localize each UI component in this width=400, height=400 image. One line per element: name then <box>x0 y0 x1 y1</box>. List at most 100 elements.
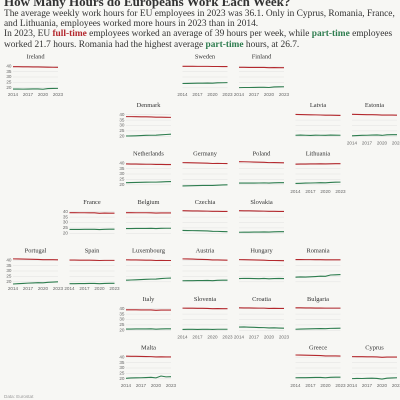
panel-title: Estonia <box>365 102 384 109</box>
x-tick-label: 2020 <box>377 383 388 388</box>
y-tick-label: 40 <box>119 112 125 117</box>
full-time-line <box>351 356 397 358</box>
y-tick-label: 25 <box>6 80 12 85</box>
y-tick-label: 30 <box>119 317 125 322</box>
part-time-line <box>182 82 228 85</box>
y-tick-label: 25 <box>119 128 125 133</box>
subtitle: In 2023, EU full-time employees worked a… <box>4 29 398 49</box>
x-tick-label: 2023 <box>222 335 233 340</box>
panel-title: Poland <box>253 150 272 157</box>
x-tick-label: 2023 <box>392 383 400 388</box>
x-tick-label: 2023 <box>53 286 64 291</box>
x-tick-label: 2020 <box>207 92 218 97</box>
subtitle-text: employees worked an average of 39 hours … <box>86 29 312 40</box>
part-time-line <box>351 134 397 137</box>
subtitle: The average weekly work hours for EU emp… <box>4 9 395 30</box>
part-time-line <box>12 281 59 285</box>
full-time-line <box>238 161 285 164</box>
panel-title: Denmark <box>137 102 162 109</box>
x-tick-label: 2017 <box>23 286 34 291</box>
part-time-line <box>125 277 172 281</box>
y-tick-label: 20 <box>119 182 125 187</box>
x-tick-label: 2023 <box>335 189 346 194</box>
x-tick-label: 2014 <box>177 92 188 97</box>
x-tick-label: 2023 <box>392 141 400 146</box>
y-tick-label: 35 <box>119 117 125 122</box>
full-time-line <box>12 258 59 261</box>
panel-title: Slovakia <box>250 199 273 206</box>
x-tick-label: 2023 <box>279 92 290 97</box>
y-tick-label: 40 <box>119 354 125 359</box>
x-tick-label: 2020 <box>320 189 331 194</box>
full-time-line <box>238 210 284 212</box>
x-tick-label: 2014 <box>64 286 75 291</box>
part-time-line <box>295 327 341 330</box>
full-time-line <box>13 66 59 68</box>
panel-title: Czechia <box>195 199 216 206</box>
panel-title: Belgium <box>137 199 159 206</box>
full-time-line <box>125 355 171 358</box>
full-time-line <box>182 307 228 310</box>
part-time-line <box>182 184 228 187</box>
header: How Many Hours do Europeans Work Each We… <box>4 0 398 50</box>
y-tick-label: 35 <box>6 263 12 268</box>
x-tick-label: 2023 <box>222 92 233 97</box>
x-tick-label: 2017 <box>305 383 316 388</box>
y-tick-label: 25 <box>6 274 12 279</box>
panel-title: Romania <box>306 247 329 254</box>
panel-title: Sweden <box>195 53 216 60</box>
part-time-line <box>125 181 172 184</box>
full-time-line <box>182 162 228 165</box>
x-tick-label: 2014 <box>234 335 245 340</box>
x-tick-label: 2020 <box>377 141 388 146</box>
x-tick-label: 2023 <box>166 383 177 388</box>
highlight: part-time <box>205 39 244 50</box>
y-tick-label: 40 <box>6 257 12 262</box>
y-tick-label: 30 <box>119 171 125 176</box>
x-tick-label: 2017 <box>305 189 316 194</box>
y-tick-label: 25 <box>119 177 125 182</box>
x-tick-label: 2023 <box>279 335 290 340</box>
source: Data: Eurostat <box>4 394 34 399</box>
full-time-line <box>182 210 228 212</box>
y-tick-label: 20 <box>119 376 125 381</box>
y-tick-label: 25 <box>119 371 125 376</box>
x-tick-label: 2023 <box>109 286 120 291</box>
full-time-line <box>351 113 398 116</box>
panel-title: Austria <box>196 247 215 254</box>
y-tick-label: 35 <box>63 214 69 219</box>
chart-title: How Many Hours do Europeans Work Each We… <box>4 0 291 9</box>
y-tick-label: 40 <box>6 63 12 68</box>
y-tick-label: 20 <box>63 231 69 236</box>
panel-title: Italy <box>143 296 156 303</box>
full-time-line <box>69 212 115 214</box>
x-tick-label: 2020 <box>38 286 49 291</box>
part-time-line <box>238 231 284 233</box>
full-time-line <box>238 307 284 310</box>
part-time-line <box>238 86 285 89</box>
subtitle-text: hours, at 26.7. <box>243 39 300 50</box>
x-tick-label: 2020 <box>151 383 162 388</box>
x-tick-label: 2014 <box>177 335 188 340</box>
panel-title: Spain <box>85 247 100 254</box>
x-tick-label: 2017 <box>136 383 147 388</box>
subtitle-text: In 2023, EU <box>4 29 53 40</box>
x-tick-label: 2017 <box>79 286 90 291</box>
y-tick-label: 30 <box>6 268 12 273</box>
full-time-line <box>126 116 172 118</box>
y-tick-label: 30 <box>119 365 125 370</box>
x-tick-label: 2014 <box>8 92 19 97</box>
panel-title: Latvia <box>310 102 326 109</box>
panel-title: Slovenia <box>194 296 217 303</box>
y-tick-label: 35 <box>119 166 125 171</box>
full-time-line <box>295 113 341 116</box>
panel-title: Finland <box>252 53 272 60</box>
y-tick-label: 40 <box>119 306 125 311</box>
x-tick-label: 2014 <box>121 383 132 388</box>
y-tick-label: 35 <box>119 360 125 365</box>
y-tick-label: 25 <box>63 225 69 230</box>
panel-title: Lithuania <box>306 150 331 157</box>
x-tick-label: 2017 <box>249 335 260 340</box>
